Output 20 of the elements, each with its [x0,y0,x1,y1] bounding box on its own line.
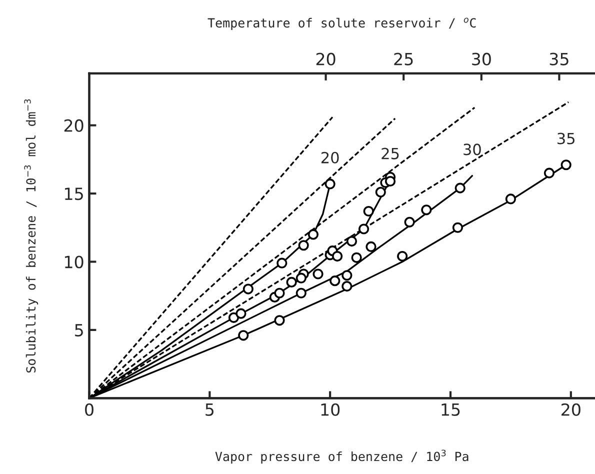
y-tick-label: 10 [65,256,84,268]
y-tick-label: 5 [75,324,83,337]
y-tick-label: 15 [65,188,83,200]
x-axis-title: Vapor pressure of benzene / 10$^{3}$ Pa [215,450,468,464]
series-label: 35 [558,132,574,144]
x2-tick-label: 25 [394,52,413,66]
series-label: 30 [464,144,481,156]
x-tick-label: 0 [85,403,94,416]
x2-tick-label: 30 [472,52,491,66]
y-tick-label: 20 [64,119,84,132]
series-label: 20 [321,152,339,164]
series-label: 25 [382,148,399,160]
y-axis-title: Solubility of benzene / 10$^{−3}$ mol dm$^{−3}$ [24,99,38,373]
x2-tick-label: 35 [550,52,568,66]
x2-tick-label: 20 [316,52,336,66]
x-tick-label: 15 [442,404,460,416]
x2-axis-title: Temperature of solute reservoir / $^{o}$C [208,18,476,30]
x-tick-label: 10 [321,403,340,416]
x-tick-label: 20 [562,403,580,416]
x-tick-label: 5 [206,404,214,416]
